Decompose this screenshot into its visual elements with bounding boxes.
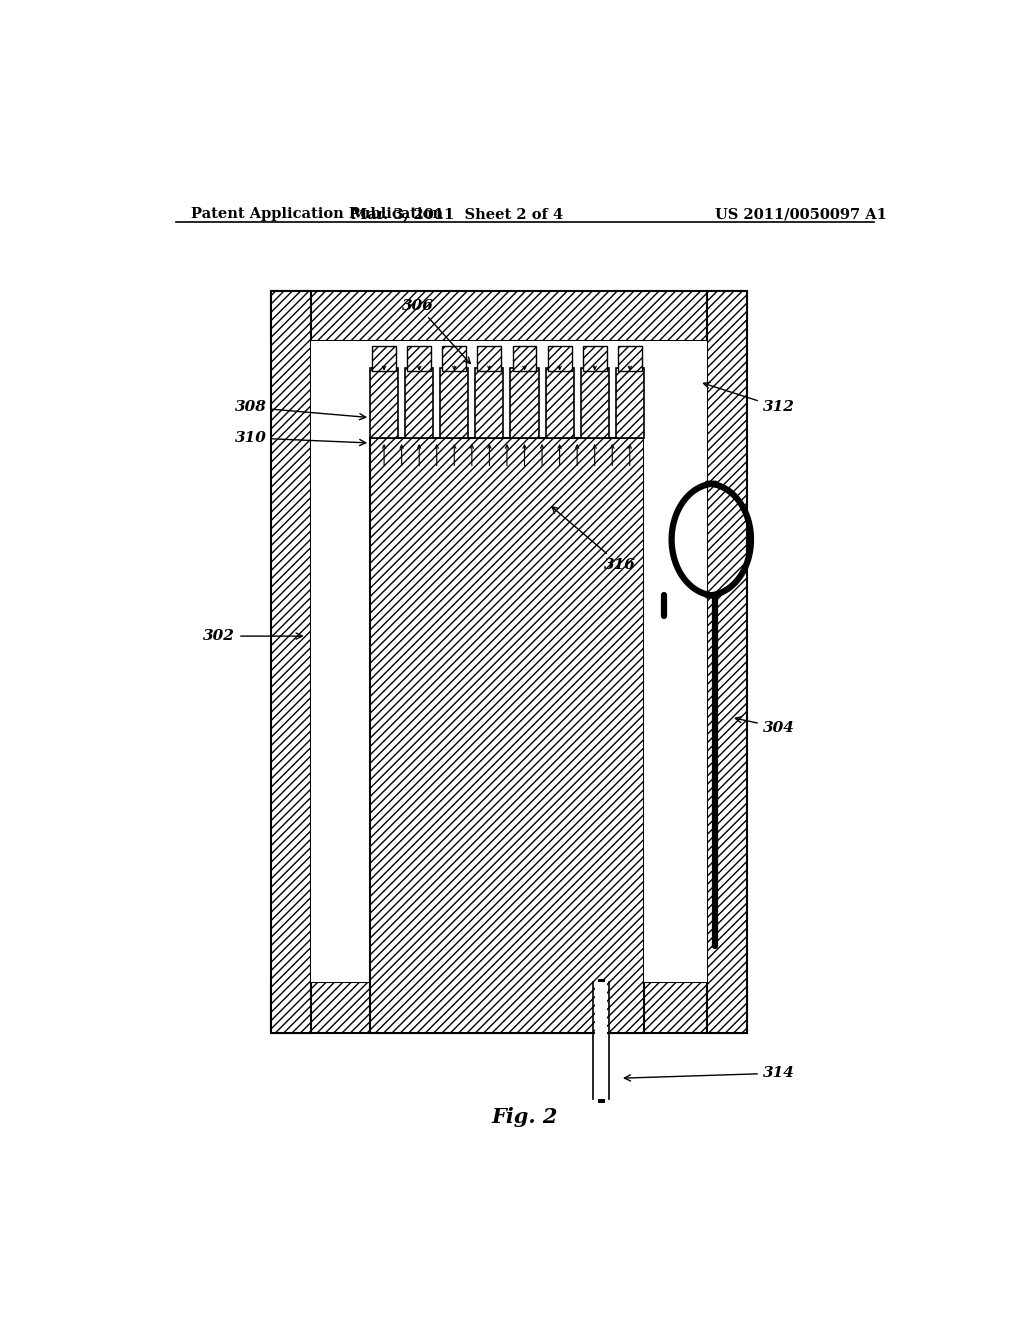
Text: 310: 310	[236, 430, 366, 446]
Text: 302: 302	[204, 630, 302, 643]
Text: 308: 308	[236, 400, 366, 420]
Bar	[548, 346, 571, 371]
Bar	[581, 368, 608, 438]
Bar	[442, 346, 466, 371]
Bar	[310, 342, 708, 982]
Bar	[270, 290, 310, 1032]
Bar	[513, 346, 537, 371]
Bar	[510, 368, 539, 438]
Bar	[617, 346, 642, 371]
Text: 304: 304	[735, 717, 795, 735]
Bar	[310, 342, 370, 982]
Bar	[583, 346, 606, 371]
Bar	[370, 438, 644, 1032]
Text: 314: 314	[625, 1067, 795, 1081]
Bar	[372, 346, 396, 371]
Bar	[270, 290, 748, 342]
Text: US 2011/0050097 A1: US 2011/0050097 A1	[715, 207, 887, 222]
Text: 312: 312	[703, 383, 795, 414]
Bar	[408, 346, 431, 371]
Bar	[708, 290, 748, 1032]
Text: Patent Application Publication: Patent Application Publication	[191, 207, 443, 222]
Bar	[477, 346, 502, 371]
Bar	[546, 368, 573, 438]
Bar	[370, 368, 398, 438]
Bar	[595, 982, 607, 1098]
Bar	[475, 368, 504, 438]
Bar	[406, 368, 433, 438]
Text: 316: 316	[552, 507, 636, 572]
Bar	[615, 368, 644, 438]
Bar	[270, 982, 748, 1032]
Bar	[644, 342, 703, 982]
Text: Mar. 3, 2011  Sheet 2 of 4: Mar. 3, 2011 Sheet 2 of 4	[351, 207, 563, 222]
Text: Fig. 2: Fig. 2	[492, 1107, 558, 1127]
Bar	[440, 368, 468, 438]
Text: 306: 306	[401, 298, 470, 363]
